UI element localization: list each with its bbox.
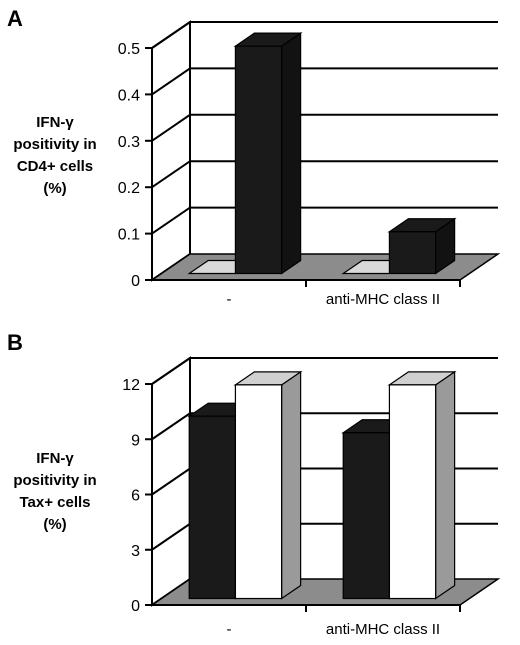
panel-a-gridline (151, 21, 498, 49)
panel-b-ylabel-line-4: (%) (43, 516, 67, 533)
panel-b-ylabel-line-2: positivity in (13, 472, 97, 489)
panel-a-chart: 0 0.1 0.2 0.3 0.4 0.5 - anti-MHC class II (118, 20, 501, 308)
panel-a-ylabel-line-1: IFN-γ (36, 114, 74, 131)
panel-b-bar (233, 370, 303, 600)
panel-a-letter: A (7, 6, 23, 31)
panel-a-category-label: - (227, 291, 232, 308)
panel-a-ytick-label: 0.2 (118, 180, 140, 197)
panel-b-ytick-label: 9 (131, 432, 140, 449)
panel-a-ylabel-line-3: CD4+ cells (16, 158, 94, 175)
panel-b-ytick-label: 0 (131, 598, 140, 615)
panel-a-category-label: anti-MHC class II (326, 291, 440, 308)
panel-a-walls: 0 0.1 0.2 0.3 0.4 0.5 (118, 20, 498, 290)
panel-b-ylabel-line-3: Tax+ cells (19, 494, 91, 511)
panel-b-bar-side (281, 370, 302, 600)
panel-a-bar-side (281, 32, 302, 275)
panel-b-bar-front (234, 384, 283, 600)
panel-b-bar-front (342, 432, 391, 600)
panel-a-bar (387, 217, 457, 275)
panel-a-gridline (151, 160, 498, 189)
panel-b-ylabel: IFN-γ positivity in Tax+ cells (%) (0, 448, 110, 536)
panel-a-ytick-label: 0.4 (118, 87, 140, 104)
panel-b-letter: B (7, 330, 23, 355)
panel-a-ylabel: IFN-γ positivity in CD4+ cells (%) (0, 112, 110, 200)
panel-a-bar (233, 32, 303, 275)
panel-a-ylabel-line-4: (%) (43, 180, 67, 197)
panel-b-gridline (151, 357, 498, 385)
panel-b-bar-front (188, 415, 237, 600)
panel-a-bar-front (388, 231, 437, 275)
panel-b-bar (387, 370, 457, 600)
panel-a-left-wall (151, 20, 191, 282)
panel-a-ytick-label: 0.3 (118, 134, 140, 151)
panel-b-bar-front (388, 384, 437, 600)
panel-a-ytick-label: 0 (131, 273, 140, 290)
panel-b-chart: 0 3 6 9 12 - anti-MHC class II (122, 356, 501, 638)
panel-b-category-label: anti-MHC class II (326, 621, 440, 638)
panel-b-bar-side (435, 370, 456, 600)
panel-a-gridline (151, 113, 498, 142)
panel-a-gridline (151, 67, 498, 96)
panel-b-category-label: - (227, 621, 232, 638)
panel-a-gridline (151, 206, 498, 235)
panel-b-ytick-label: 6 (131, 488, 140, 505)
panel-b-ytick-label: 3 (131, 543, 140, 560)
panel-b-ylabel-line-1: IFN-γ (36, 450, 74, 467)
panel-a-ylabel-line-2: positivity in (13, 136, 97, 153)
panel-a-bar-front (234, 45, 283, 275)
panel-a-ytick-label: 0.5 (118, 41, 140, 58)
panel-a-ytick-label: 0.1 (118, 227, 140, 244)
panel-b-ytick-label: 12 (122, 377, 140, 394)
